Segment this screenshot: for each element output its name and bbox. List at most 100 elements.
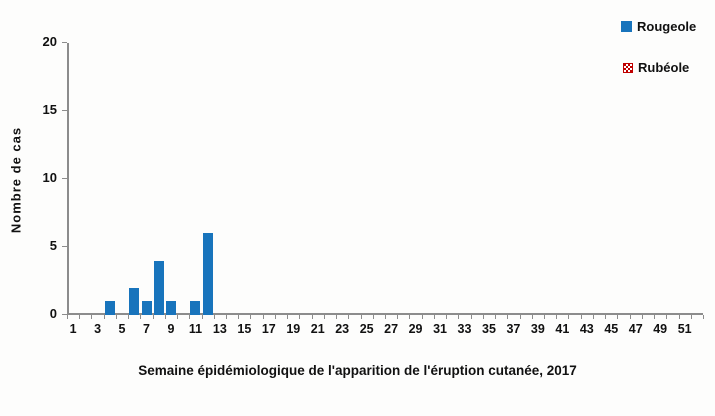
x-axis-tick [629,315,631,319]
x-axis-tick [446,315,448,319]
x-axis-tick-label: 21 [310,322,325,336]
x-axis-tick [140,315,142,319]
x-axis-tick-label: 45 [604,322,619,336]
bar-rougeole-week-4 [104,301,115,315]
x-axis-tick [421,315,423,319]
legend-marker-rubeole-icon [623,62,633,73]
x-axis-tick [262,315,264,319]
x-axis-tick-label: 41 [555,322,570,336]
x-axis-tick [690,315,692,319]
x-axis-tick-label: 31 [433,322,447,336]
x-axis-tick [495,315,497,319]
x-axis-tick [372,315,374,319]
x-axis-tick-label: 39 [530,322,545,336]
bar-rougeole-week-8 [153,260,164,315]
y-axis-tick [62,110,67,111]
x-axis-tick [580,315,582,319]
x-axis-tick [568,315,570,319]
x-axis-tick [177,315,179,319]
x-axis-tick-label: 13 [212,322,227,336]
x-axis-tick [360,315,362,319]
x-axis-tick-label: 35 [482,322,496,336]
x-axis-tick-label: 11 [188,322,203,336]
x-axis-tick [348,315,350,319]
x-axis-tick [238,315,240,319]
bar-rougeole-week-6 [129,287,140,315]
x-axis-tick [617,315,619,319]
x-axis-tick [323,315,325,319]
x-axis-tick [666,315,668,319]
x-axis-tick-label: 49 [653,322,668,336]
y-axis-tick [62,42,67,43]
x-axis-tick-label: 9 [167,322,175,336]
x-axis-tick [458,315,460,319]
x-axis-tick [128,315,130,319]
plot-area [67,43,703,315]
x-axis-tick-label: 37 [506,322,521,336]
x-axis-tick-label: 3 [94,322,102,336]
x-axis-tick [678,315,680,319]
y-axis-tick [62,314,67,315]
x-axis-tick [470,315,472,319]
bar-rougeole-week-9 [165,301,176,315]
x-axis-tick-label: 27 [384,322,399,336]
x-axis-tick-label: 29 [408,322,423,336]
x-axis-title: Semaine épidémiologique de l'apparition … [138,363,577,378]
x-axis-tick [409,315,411,319]
y-axis-tick-label: 20 [42,34,57,49]
x-axis-tick [703,315,704,319]
x-axis-tick-label: 15 [237,322,252,336]
x-axis-tick [201,315,203,319]
x-axis-tick-label: 47 [628,322,643,336]
x-axis-tick-label: 19 [286,322,301,336]
legend-label-rougeole: Rougeole [637,19,697,34]
legend-label-rubeole: Rubéole [638,60,690,75]
x-axis-tick [67,315,68,319]
x-axis-tick [103,315,105,319]
x-axis-tick [226,315,227,319]
x-axis-tick [79,315,81,319]
x-axis-tick [385,315,386,319]
x-axis-tick-label: 1 [69,322,77,336]
x-axis-tick [311,315,313,319]
x-axis-tick-label: 5 [118,322,126,336]
x-axis-tick [397,315,399,319]
x-axis-tick [592,315,594,319]
x-axis-tick [556,315,558,319]
x-axis-tick [152,315,154,319]
x-axis-tick [544,315,545,319]
x-axis-tick [299,315,301,319]
y-axis-tick-label: 0 [49,306,57,321]
x-axis-tick [250,315,252,319]
x-axis-tick [336,315,338,319]
x-axis-tick-label: 25 [359,322,374,336]
x-axis-tick [641,315,643,319]
x-axis-tick [654,315,656,319]
y-axis-tick-label: 5 [49,238,57,253]
bar-rougeole-week-12 [202,233,213,315]
x-axis-tick [605,315,607,319]
y-axis-tick-label: 15 [42,102,57,117]
x-axis-tick-label: 43 [579,322,594,336]
x-axis-tick [519,315,521,319]
x-axis-tick [164,315,166,319]
x-axis-tick [507,315,509,319]
x-axis-tick [189,315,191,319]
bar-rougeole-week-7 [141,301,152,315]
legend-item-rubeole: Rubéole [623,60,689,75]
x-axis-tick [213,315,215,319]
y-axis-tick [62,178,67,179]
x-axis-tick [274,315,276,319]
x-axis-tick [91,315,93,319]
bar-rougeole-week-11 [190,301,201,315]
x-axis-tick [433,315,435,319]
x-axis-tick [115,315,117,319]
x-axis-tick-label: 7 [143,322,150,336]
legend-marker-rougeole-icon [621,21,632,32]
y-axis-tick-label: 10 [42,170,57,185]
x-axis-tick [482,315,484,319]
y-axis-tick [62,246,67,247]
x-axis-tick-label: 33 [457,322,472,336]
